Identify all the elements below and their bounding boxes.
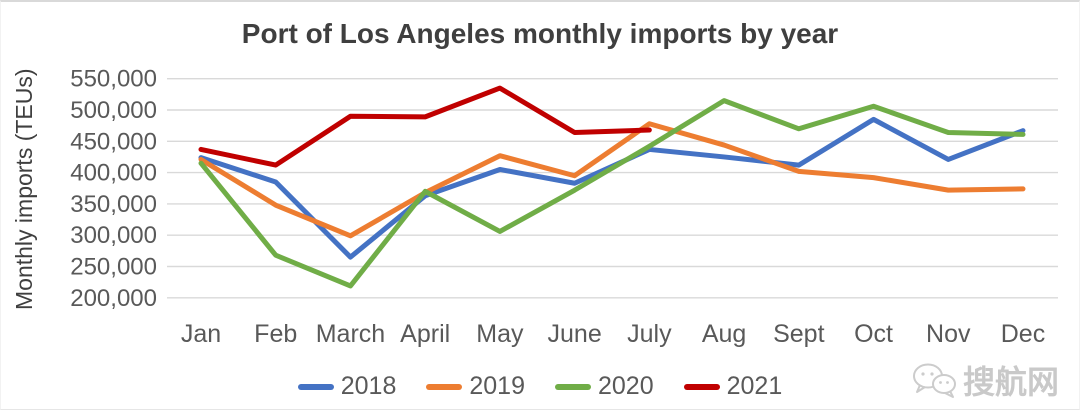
- legend-item-2021: 2021: [683, 372, 783, 401]
- y-tick-label: 400,000: [70, 160, 157, 187]
- x-tick-label: Dec: [1001, 320, 1045, 348]
- series-line-2021: [198, 85, 652, 168]
- x-tick-label: Aug: [702, 320, 746, 348]
- y-tick-label: 450,000: [70, 128, 157, 155]
- y-tick-label: 300,000: [70, 222, 157, 249]
- watermark: 搜航网: [911, 357, 1059, 403]
- x-tick-label: Nov: [926, 320, 971, 348]
- y-tick-label: 500,000: [70, 97, 157, 124]
- series-line-2020: [198, 98, 1026, 289]
- x-tick-label: Oct: [854, 320, 893, 348]
- legend-label: 2018: [340, 372, 397, 400]
- x-tick-label: Sept: [773, 320, 824, 348]
- legend-swatch-2020: [555, 383, 591, 390]
- x-tick-label: Jan: [181, 320, 221, 348]
- series-line-2018: [198, 116, 1026, 260]
- watermark-text: 搜航网: [962, 364, 1059, 400]
- legend-label: 2021: [726, 372, 783, 400]
- series-line-2019: [198, 121, 1026, 239]
- legend-item-2018: 2018: [297, 372, 397, 401]
- x-tick-label: April: [400, 320, 450, 348]
- legend: 2018 2019 2020 2021: [1, 372, 1079, 401]
- legend-swatch-2021: [683, 383, 720, 390]
- y-tick-label: 250,000: [70, 254, 157, 281]
- x-tick-label: July: [627, 320, 672, 348]
- y-tick-label: 350,000: [70, 191, 157, 218]
- legend-item-2019: 2019: [426, 372, 525, 401]
- y-tick-label: 200,000: [70, 285, 157, 312]
- legend-swatch-2019: [426, 383, 463, 390]
- y-tick-label: 550,000: [70, 66, 157, 93]
- x-tick-label: June: [548, 320, 602, 348]
- legend-swatch-2018: [297, 383, 334, 390]
- chart-title: Port of Los Angeles monthly imports by y…: [241, 18, 839, 49]
- legend-item-2020: 2020: [555, 372, 654, 401]
- legend-label: 2020: [598, 372, 654, 400]
- x-tick-label: March: [316, 320, 385, 348]
- x-tick-label: May: [476, 320, 524, 348]
- wechat-icon: [911, 361, 957, 399]
- x-tick-label: Feb: [254, 320, 297, 348]
- legend-label: 2019: [469, 372, 525, 400]
